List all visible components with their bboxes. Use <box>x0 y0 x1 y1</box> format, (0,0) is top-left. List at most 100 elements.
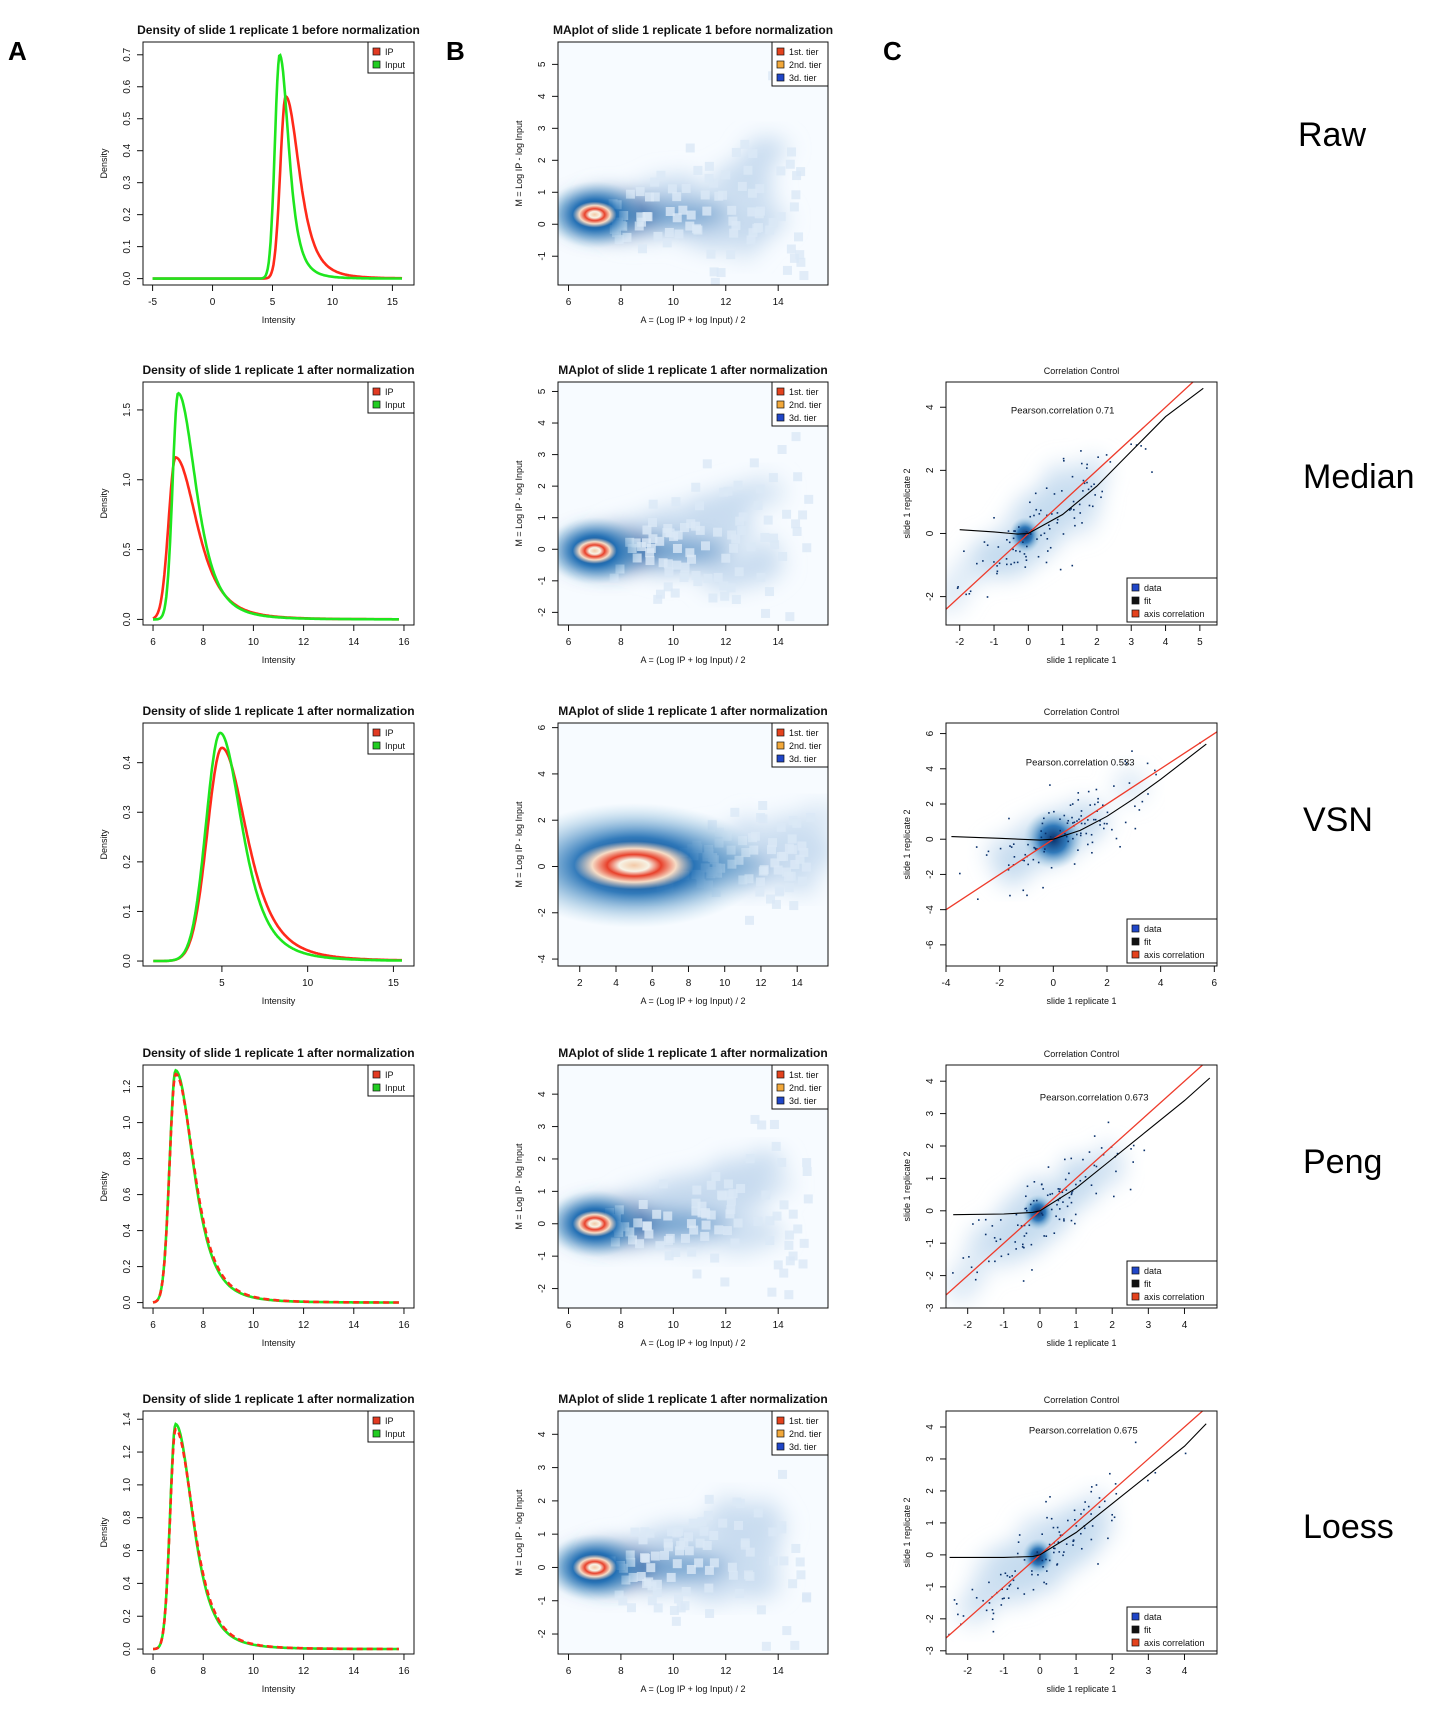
axis-correlation-line <box>946 1411 1204 1639</box>
density-cell <box>692 1269 702 1279</box>
data-point <box>1103 822 1106 825</box>
x-tick-label: 16 <box>398 637 410 648</box>
x-tick-label: 12 <box>720 637 732 648</box>
data-point <box>984 1218 987 1221</box>
data-point <box>1147 793 1149 795</box>
plot-frame <box>142 381 415 626</box>
data-point <box>1041 1214 1044 1216</box>
x-tick-label: 15 <box>387 297 399 308</box>
y-tick-label: 3 <box>537 451 548 457</box>
density-cell <box>660 1550 670 1560</box>
density-cell <box>770 540 780 550</box>
density-cell <box>756 572 766 582</box>
data-point <box>1103 827 1105 830</box>
density-cell <box>746 542 756 552</box>
data-point <box>1032 1588 1035 1591</box>
chart-a-median: Density of slide 1 replicate 1 after nor… <box>99 363 415 665</box>
data-point <box>1073 517 1076 519</box>
data-point <box>1055 1215 1057 1218</box>
data-point <box>1058 1208 1061 1210</box>
legend-label: 3d. tier <box>789 413 817 423</box>
data-point <box>1029 501 1031 504</box>
density-cell <box>754 223 764 233</box>
legend-swatch <box>776 73 785 82</box>
data-point <box>1042 1188 1045 1190</box>
chart-title: MAplot of slide 1 replicate 1 after norm… <box>558 363 827 377</box>
density-cell <box>638 1199 648 1209</box>
density-cell <box>745 1154 755 1164</box>
legend-swatch <box>776 47 785 56</box>
density-cell <box>789 202 799 212</box>
density-cell <box>778 552 788 562</box>
y-tick-label: 1.4 <box>122 1412 133 1426</box>
plot-area <box>946 723 1217 966</box>
data-point <box>991 1225 994 1227</box>
data-point <box>1078 503 1081 506</box>
pearson-annotation: Pearson.correlation 0.71 <box>1011 406 1115 417</box>
density-cell <box>648 534 658 544</box>
y-tick-label: 0.8 <box>122 1510 133 1524</box>
density-cell <box>676 1603 686 1613</box>
data-point <box>1115 837 1118 840</box>
density-cell <box>703 1510 713 1520</box>
density-cell <box>773 1260 783 1270</box>
data-point <box>1079 1179 1082 1182</box>
y-tick-label: 3 <box>537 1123 548 1129</box>
data-point <box>999 1219 1002 1221</box>
legend: IP Input <box>367 41 415 74</box>
data-point <box>1013 561 1016 564</box>
x-tick-label: 10 <box>248 1320 260 1331</box>
density-cell <box>761 1641 771 1651</box>
legend-swatch <box>372 387 381 396</box>
y-tick-label: 0.2 <box>122 1609 133 1623</box>
density-cell <box>681 183 691 193</box>
density-cell <box>764 587 774 597</box>
chart-title: Density of slide 1 replicate 1 before no… <box>137 23 420 37</box>
data-point <box>1031 1570 1033 1572</box>
legend-box <box>1126 918 1218 964</box>
x-tick-label: 16 <box>398 1320 410 1331</box>
data-point <box>1083 1508 1085 1511</box>
legend-swatch <box>372 1429 381 1438</box>
density-cell <box>768 473 778 483</box>
data-point <box>1090 1486 1093 1488</box>
y-tick-label: 0.0 <box>122 1642 133 1656</box>
data-point <box>1087 1505 1090 1508</box>
data-point <box>1086 467 1088 469</box>
data-point <box>991 1618 994 1620</box>
x-tick-label: -1 <box>990 637 999 648</box>
data-point <box>1079 834 1082 837</box>
data-point <box>1053 1232 1056 1234</box>
data-point <box>1038 513 1041 515</box>
y-tick-label: 0 <box>925 1552 936 1558</box>
density-cell <box>663 582 673 592</box>
data-point <box>1079 512 1082 514</box>
y-tick-label: -2 <box>537 1629 548 1638</box>
data-point <box>1031 1269 1033 1271</box>
plot-area <box>558 1065 828 1308</box>
data-point <box>1113 1195 1115 1198</box>
data-point <box>1047 1166 1050 1168</box>
data-point <box>975 846 978 848</box>
legend-swatch <box>776 1096 785 1105</box>
data-point <box>1057 1199 1060 1202</box>
density-cell <box>642 1221 652 1231</box>
density-cell <box>653 231 663 241</box>
density-cell <box>784 1230 794 1240</box>
plot-frame <box>142 1064 415 1309</box>
data-point <box>1053 493 1056 495</box>
data-point <box>1082 479 1085 482</box>
data-point <box>1014 530 1016 532</box>
density-cell <box>672 1528 682 1538</box>
density-cell <box>671 1616 681 1626</box>
data-point <box>1029 533 1032 535</box>
y-tick-label: 0.6 <box>122 1543 133 1557</box>
data-point <box>1056 512 1059 514</box>
density-cell <box>765 894 775 904</box>
density-cell <box>667 184 677 194</box>
y-tick-label: 0 <box>537 546 548 552</box>
data-point <box>1007 868 1010 871</box>
data-point <box>1033 1181 1036 1183</box>
data-point <box>1097 797 1099 800</box>
data-point <box>1009 894 1011 897</box>
